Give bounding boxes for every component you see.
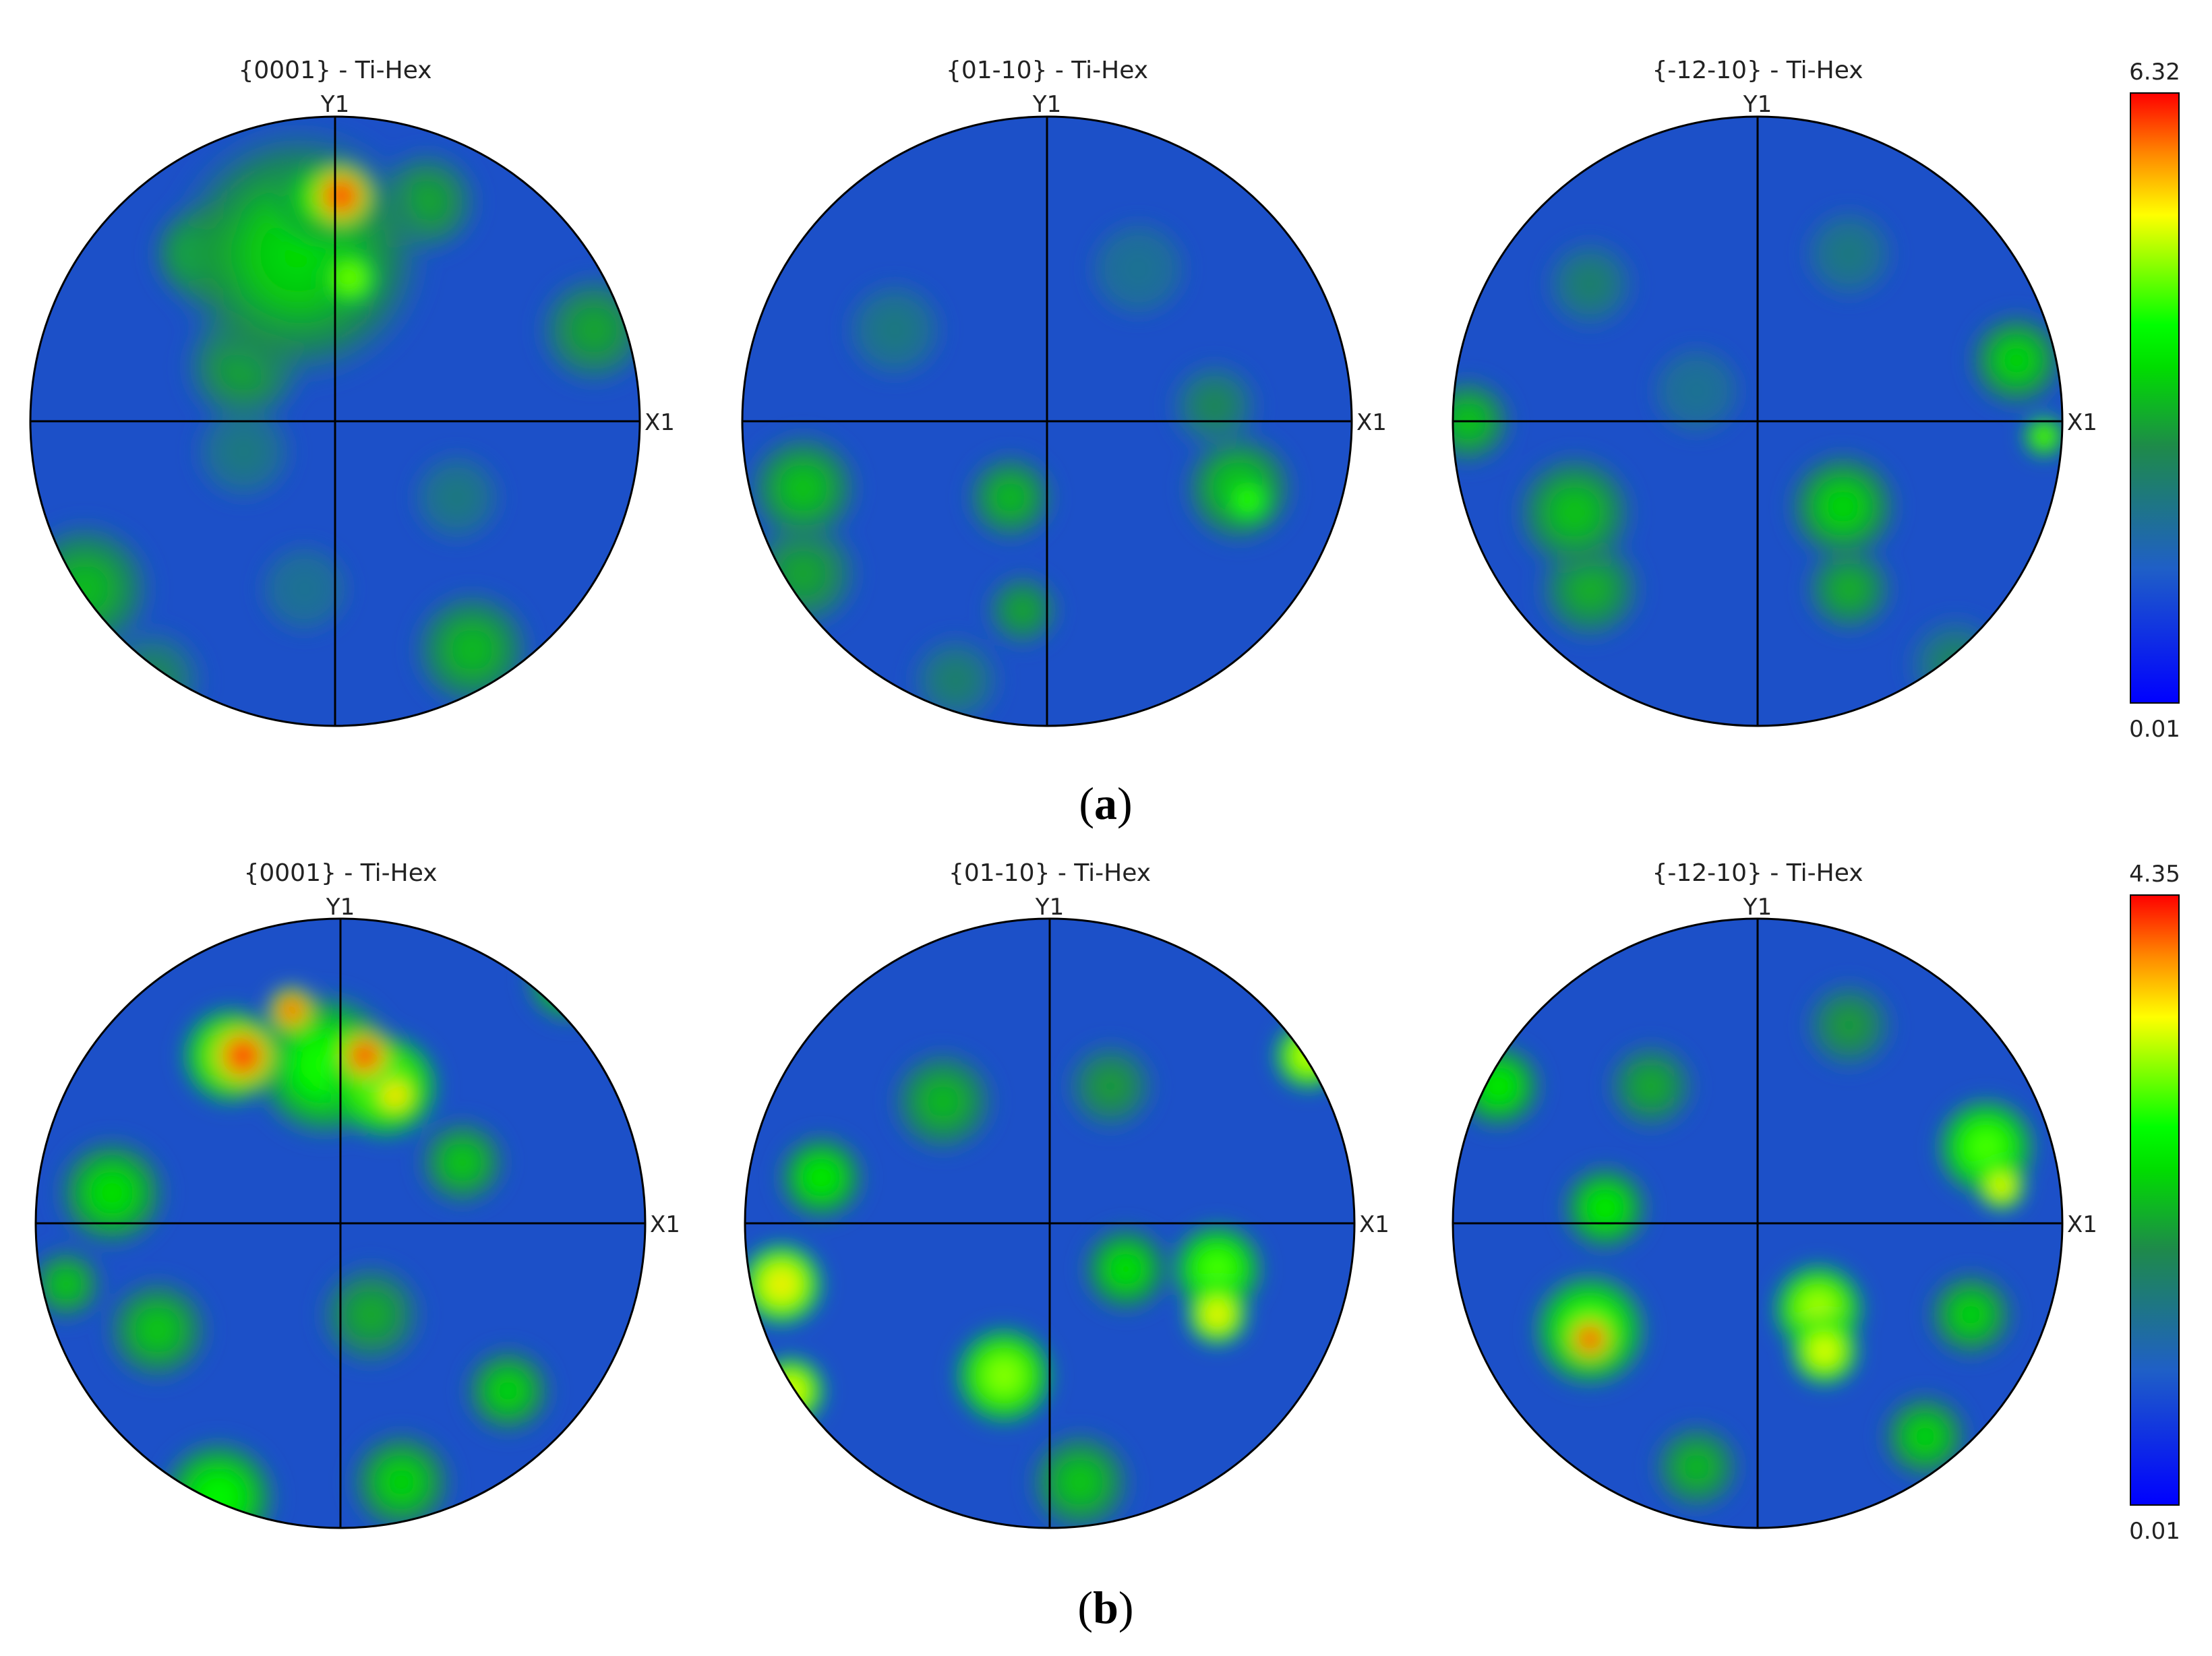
intensity-blob [1783,447,1903,566]
colorbar-max-label: 4.35 [2129,861,2180,888]
intensity-blob [2020,412,2062,460]
intensity-blob [1453,1039,1547,1134]
panel-b: {0001} - Ti-Hex Y1 X1 {01-10} - Ti-Hex Y… [34,859,2180,1633]
intensity-blob [963,450,1058,545]
colorbar-max-label: 6.32 [2129,59,2180,86]
x1-axis-label: X1 [650,1211,680,1238]
intensity-blob [887,1045,999,1157]
pole-figure-b-0001: {0001} - Ti-Hex Y1 X1 [34,859,680,1529]
pole-figure-a-0001: {0001} - Ti-Hex Y1 X1 [29,57,675,727]
intensity-blob [1801,977,1897,1073]
pole-figure-a-01-10: {01-10} - Ti-Hex Y1 X1 [741,57,1387,727]
intensity-blob [1542,237,1638,332]
pole-figure-outline [741,115,1353,727]
pole-figure-title: {0001} - Ti-Hex [238,57,431,84]
intensity-blob [1087,217,1190,321]
intensity-blob [1649,1419,1745,1515]
intensity-blob [1220,472,1276,528]
y1-axis-label: Y1 [1035,894,1064,921]
panel-label-a: (a) [1079,778,1132,829]
x1-axis-label: X1 [645,409,675,436]
intensity-blob [52,1133,172,1252]
intensity-blob [744,429,863,548]
pole-figure-title: {01-10} - Ti-Hex [949,859,1151,887]
colorbar-a: 6.32 0.01 [2129,59,2180,743]
intensity-blob [203,1016,283,1096]
pole-figure-outline [34,917,647,1529]
intensity-blob [948,1320,1060,1432]
colorbar-min-label: 0.01 [2129,1518,2180,1545]
intensity-blob [1557,1160,1653,1256]
intensity-contours [1453,206,2062,716]
pole-figure-outline [1452,917,2064,1529]
intensity-blob [843,278,947,381]
intensity-blob [1063,1039,1158,1134]
intensity-blob [1965,309,2062,412]
intensity-blob [460,1343,556,1439]
x1-axis-label: X1 [1359,1211,1389,1238]
pole-figure-outline [744,917,1356,1529]
intensity-blob [1181,1279,1253,1351]
x1-axis-label: X1 [2067,409,2097,436]
intensity-blob [1973,1159,2029,1215]
pole-figure-title: {01-10} - Ti-Hex [946,57,1148,84]
intensity-blob [264,982,320,1038]
y1-axis-label: Y1 [1743,91,1772,118]
intensity-blob [751,1351,831,1431]
pole-figure-outline [29,115,641,727]
panel-label-b: (b) [1077,1582,1133,1633]
x1-axis-label: X1 [2067,1211,2097,1238]
intensity-blob [333,1024,397,1088]
intensity-blob [409,450,505,545]
x1-axis-label: X1 [1356,409,1387,436]
intensity-blob [1785,1312,1865,1391]
panel-a: {0001} - Ti-Hex Y1 X1 {01-10} - Ti-Hex Y… [29,57,2180,829]
intensity-blob [192,400,295,503]
intensity-blob [1904,613,2008,716]
intensity-blob [1801,541,1897,637]
intensity-blob [346,1426,457,1528]
intensity-blob [1801,206,1897,301]
intensity-blob [315,1259,427,1370]
intensity-blob [773,1130,869,1225]
intensity-blob [1078,1221,1174,1317]
intensity-blob [415,1115,510,1210]
intensity-blob [1603,1039,1699,1134]
intensity-blob [1269,1016,1348,1096]
intensity-blob [1024,1426,1136,1528]
intensity-blob [303,158,379,234]
y1-axis-label: Y1 [1032,91,1061,118]
intensity-contours [1453,977,2042,1515]
colorbar-gradient [2130,894,2180,1506]
pole-figure-outline [1452,115,2064,727]
pole-figure-title: {-12-10} - Ti-Hex [1652,57,1863,84]
pole-figure-title: {0001} - Ti-Hex [243,859,437,887]
intensity-blob [155,1434,282,1528]
y1-axis-label: Y1 [1743,894,1772,921]
intensity-blob [983,570,1063,650]
colorbar-b: 4.35 0.01 [2129,861,2180,1545]
pole-figure-b-01-10: {01-10} - Ti-Hex Y1 X1 [744,859,1389,1529]
colorbar-gradient [2130,92,2180,704]
intensity-blob [102,1274,214,1386]
intensity-blob [30,517,157,661]
intensity-blob [1511,449,1638,576]
intensity-blob [521,931,617,1027]
intensity-blob [257,541,353,637]
colorbar-min-label: 0.01 [2129,716,2180,743]
y1-axis-label: Y1 [320,91,349,118]
intensity-blob [1649,343,1745,439]
intensity-blob [1562,1311,1618,1367]
pole-figure-b-12-10: {-12-10} - Ti-Hex Y1 X1 [1452,859,2097,1529]
y1-axis-label: Y1 [326,894,355,921]
intensity-blob [745,1236,829,1332]
intensity-blob [96,624,208,726]
intensity-blob [1878,1388,1973,1484]
intensity-blob [318,246,382,310]
intensity-blob [907,632,1003,726]
intensity-blob [1923,1267,2019,1363]
pole-figure-a-12-10: {-12-10} - Ti-Hex Y1 X1 [1452,57,2097,727]
pole-figure-title: {-12-10} - Ti-Hex [1652,859,1863,887]
